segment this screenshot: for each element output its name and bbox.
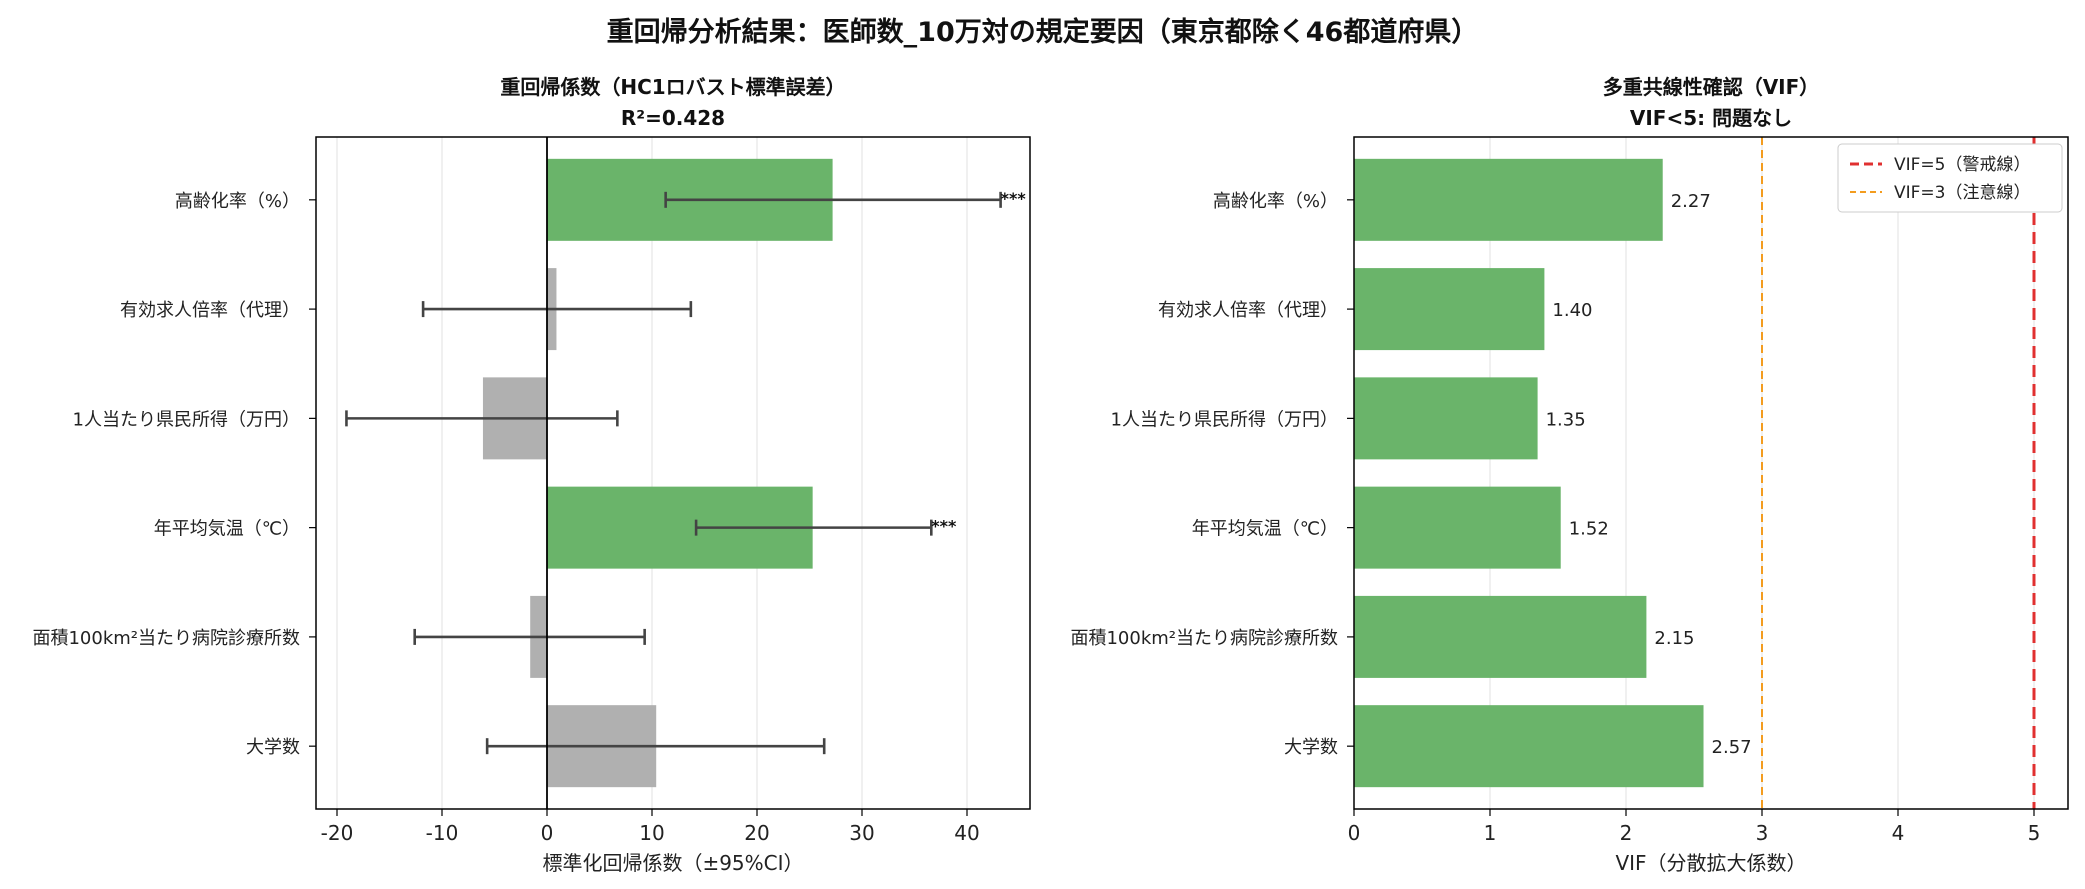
value-label: 1.35	[1546, 409, 1586, 430]
bar-4	[1354, 486, 1561, 569]
value-label: 1.40	[1552, 300, 1592, 321]
x-tick-label: 1	[1484, 821, 1497, 845]
x-axis-label: VIF（分散拡大係数）	[1615, 851, 1806, 875]
x-tick-label: 40	[954, 821, 979, 845]
value-label: 2.15	[1654, 628, 1694, 649]
panel-subtitle: VIF<5: 問題なし	[1630, 106, 1792, 130]
x-axis-label: 標準化回帰係数（±95%CI）	[542, 851, 803, 875]
panel-subtitle: R²=0.428	[621, 106, 725, 130]
x-tick-label: 0	[1348, 821, 1361, 845]
category-label: 1人当たり県民所得（万円）	[73, 409, 300, 430]
category-label: 大学数	[246, 737, 300, 758]
plot-frame	[1353, 136, 2069, 810]
x-tick-label: 20	[744, 821, 769, 845]
category-label: 有効求人倍率（代理）	[120, 300, 300, 321]
panel-title: 多重共線性確認（VIF）	[1603, 75, 1820, 99]
category-label: 面積100km²当たり病院診療所数	[1070, 628, 1338, 649]
category-label: 年平均気温（℃）	[1192, 519, 1338, 540]
category-label: 有効求人倍率（代理）	[1158, 300, 1338, 321]
bar-6	[1354, 705, 1704, 788]
legend-label: VIF=3（注意線）	[1894, 183, 2030, 203]
x-tick-label: 5	[2028, 821, 2041, 845]
x-tick-label: 10	[639, 821, 664, 845]
category-label: 1人当たり県民所得（万円）	[1111, 409, 1338, 430]
category-label: 大学数	[1284, 737, 1338, 758]
significance-mark: ***	[931, 517, 957, 536]
x-tick-label: 4	[1892, 821, 1905, 845]
figure-title: 重回帰分析結果：医師数_10万対の規定要因（東京都除く46都道府県）	[606, 17, 1479, 48]
category-label: 年平均気温（℃）	[154, 519, 300, 540]
x-tick-label: 2	[1620, 821, 1633, 845]
x-tick-label: 30	[849, 821, 874, 845]
coefficient-panel: 重回帰係数（HC1ロバスト標準誤差） R²=0.428 高齢化率（%） 有効求人倍率（…	[32, 75, 1031, 875]
plot-frame	[315, 136, 1031, 810]
bar-5	[1354, 595, 1647, 678]
x-tick-label: 3	[1756, 821, 1769, 845]
legend-box	[1837, 143, 2063, 213]
value-label: 2.57	[1712, 737, 1752, 758]
legend-label: VIF=5（警戒線）	[1894, 155, 2030, 175]
category-label: 高齢化率（%）	[1213, 191, 1338, 212]
value-label: 1.52	[1569, 519, 1609, 540]
x-tick-label: 0	[541, 821, 554, 845]
category-label: 高齢化率（%）	[175, 191, 300, 212]
bar-2	[1354, 268, 1545, 351]
value-label: 2.27	[1671, 191, 1711, 212]
x-tick-label: -10	[426, 821, 459, 845]
bar-1	[1354, 158, 1663, 241]
bar-3	[1354, 377, 1538, 460]
category-label: 面積100km²当たり病院診療所数	[32, 628, 300, 649]
x-tick-label: -20	[321, 821, 354, 845]
panel-title: 重回帰係数（HC1ロバスト標準誤差）	[500, 75, 845, 99]
significance-mark: ***	[1001, 189, 1027, 208]
